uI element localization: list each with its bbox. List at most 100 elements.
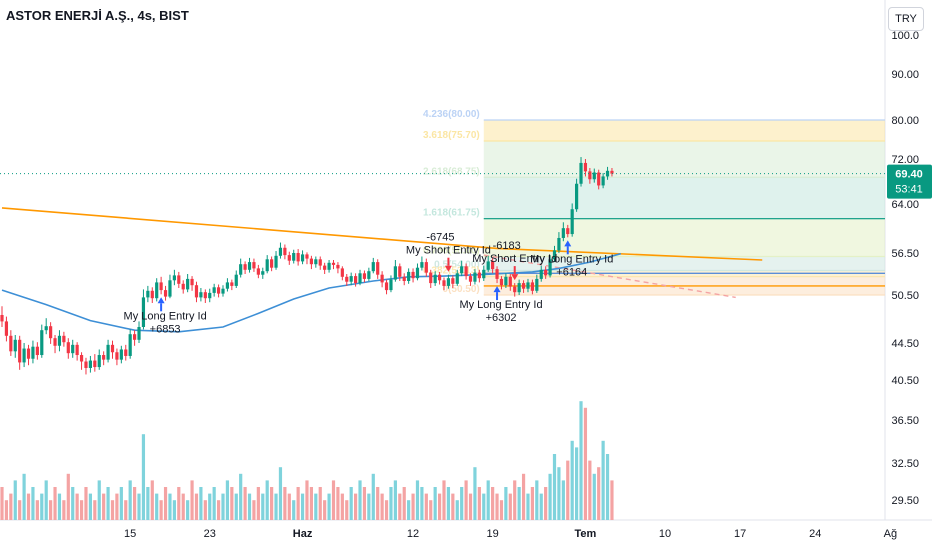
- candle-body: [393, 266, 397, 280]
- volume-bar: [221, 493, 225, 520]
- volume-bar: [137, 493, 141, 520]
- candle-body: [62, 335, 66, 343]
- volume-bar: [323, 500, 327, 520]
- candle: [243, 261, 247, 274]
- candle: [331, 260, 336, 270]
- volume-bar: [460, 487, 464, 520]
- candle: [31, 340, 35, 364]
- volume-bar: [526, 493, 530, 520]
- candle-body: [97, 355, 101, 368]
- candle-body: [71, 344, 75, 354]
- candle: [278, 242, 283, 259]
- candle: [225, 278, 230, 292]
- candle-body: [88, 360, 92, 368]
- volume-bar: [354, 493, 358, 520]
- candle-body: [354, 276, 358, 284]
- volume-bar: [247, 493, 252, 520]
- volume-bar: [274, 493, 278, 520]
- candle-body: [429, 272, 433, 284]
- candle-body: [110, 344, 115, 353]
- candle-body: [239, 264, 243, 275]
- fib-level-label: 1.618(61.75): [423, 208, 480, 219]
- candle: [305, 252, 309, 265]
- candle-body: [314, 259, 318, 265]
- candle: [26, 344, 31, 366]
- volume-bar: [358, 480, 362, 520]
- annotation-profit: +6853: [150, 323, 181, 335]
- candle: [557, 232, 561, 253]
- candle-body: [323, 265, 327, 270]
- candle: [199, 288, 203, 302]
- volume-bar: [521, 473, 526, 520]
- candle-body: [521, 283, 526, 289]
- volume-bar: [287, 493, 291, 520]
- candle-body: [455, 273, 459, 284]
- candle: [548, 255, 552, 278]
- y-tick-label: 90.00: [891, 69, 919, 81]
- candle-body: [278, 247, 283, 256]
- volume-bar: [305, 480, 309, 520]
- candle-body: [283, 247, 287, 256]
- candle-body: [517, 283, 521, 293]
- candle: [141, 289, 146, 330]
- candle-body: [309, 258, 313, 265]
- candle: [592, 168, 596, 183]
- candle-body: [424, 262, 428, 273]
- x-tick-label: 24: [809, 528, 821, 540]
- candle: [371, 257, 375, 274]
- currency-button[interactable]: TRY: [888, 7, 924, 31]
- candle-body: [384, 282, 389, 291]
- volume-bar: [371, 473, 375, 520]
- candle: [437, 271, 442, 285]
- candle-body: [84, 361, 88, 368]
- volume-bar: [513, 480, 517, 520]
- volume-bar: [53, 487, 57, 520]
- candle: [265, 255, 269, 274]
- candle-body: [155, 282, 159, 299]
- candle: [411, 268, 415, 283]
- volume-bar: [583, 407, 588, 520]
- candle: [499, 276, 504, 290]
- candle: [168, 274, 172, 299]
- short-entry-arrow-stem: [513, 266, 516, 275]
- candle-body: [216, 287, 221, 294]
- candle: [102, 351, 106, 366]
- candle: [190, 276, 194, 291]
- candle: [66, 338, 70, 359]
- volume-bar: [605, 454, 610, 520]
- candle-body: [605, 170, 610, 177]
- candle-body: [0, 315, 4, 322]
- fib-zone: [483, 120, 885, 141]
- candle: [88, 355, 92, 373]
- volume-bar: [539, 493, 543, 520]
- candle: [256, 264, 260, 279]
- fib-zone: [483, 256, 885, 271]
- volume-bar: [252, 500, 256, 520]
- candle-body: [411, 271, 415, 279]
- volume-bar: [588, 460, 592, 520]
- candle: [446, 274, 451, 289]
- candle-body: [464, 266, 468, 277]
- candle-body: [601, 176, 605, 186]
- volume-bar: [349, 487, 353, 520]
- candle-body: [225, 282, 230, 289]
- short-entry-arrow-stem: [447, 257, 450, 266]
- candle-body: [451, 278, 455, 284]
- candle-body: [274, 255, 278, 268]
- candle-body: [433, 274, 437, 284]
- candle: [261, 267, 265, 279]
- candle: [270, 256, 274, 272]
- candle: [415, 263, 420, 281]
- candle: [526, 278, 530, 293]
- annotation-profit: -6745: [426, 232, 454, 244]
- candle: [296, 249, 300, 266]
- volume-bar: [557, 467, 561, 520]
- volume-bar: [44, 480, 48, 520]
- candle: [530, 279, 534, 295]
- candle: [234, 270, 238, 288]
- candle: [539, 265, 543, 282]
- volume-bar: [482, 493, 486, 520]
- trade-annotation: My Short Entry Id-6183: [472, 240, 557, 281]
